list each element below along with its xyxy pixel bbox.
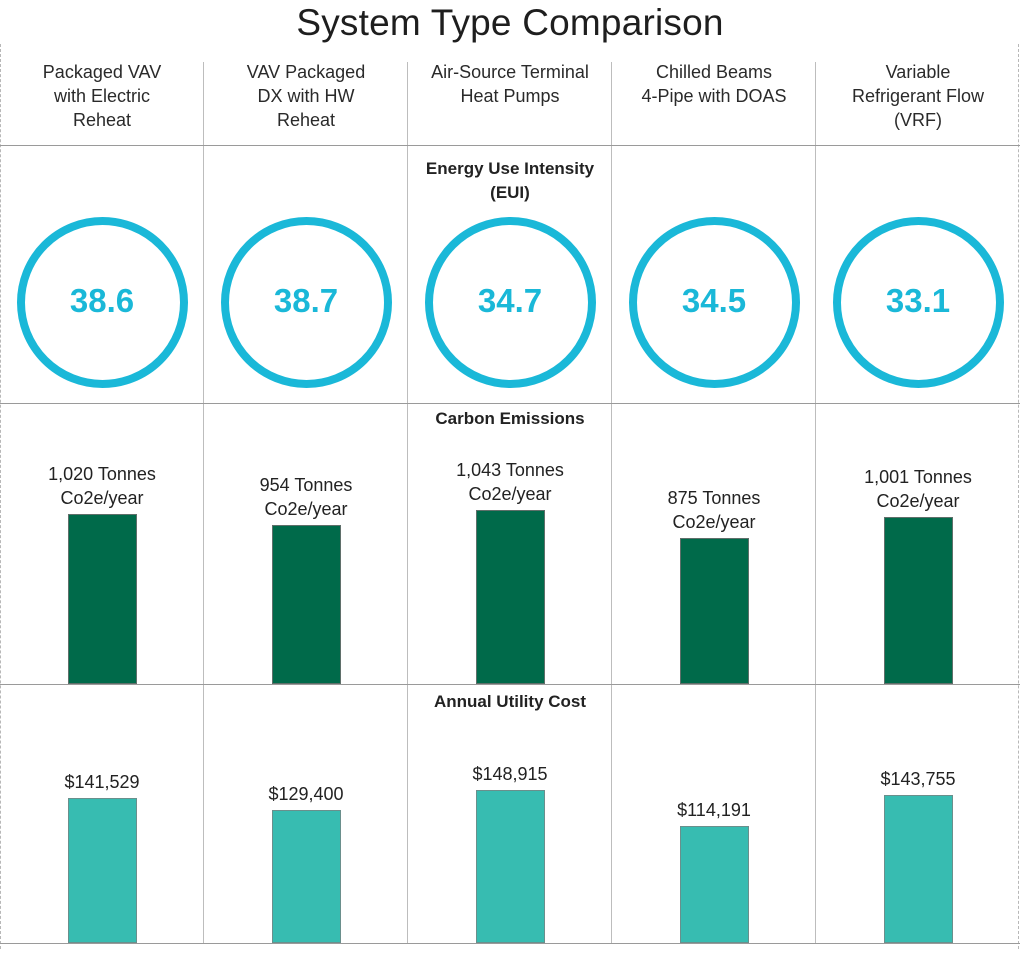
column-header-2: VAV Packaged DX with HW Reheat (204, 60, 408, 132)
cost-bar-1 (67, 797, 137, 943)
carbon-value-label-4: 875 Tonnes Co2e/year (612, 486, 816, 534)
cost-value-label-1: $141,529 (0, 770, 204, 794)
column-header-3-line-2: Heat Pumps (460, 86, 560, 106)
carbon-bar-3 (475, 510, 545, 684)
cost-bar-5 (883, 795, 953, 943)
cost-value-label-5: $143,755 (816, 767, 1020, 791)
carbon-value-label-5-line-2: Co2e/year (876, 491, 960, 511)
carbon-value-label-3-line-2: Co2e/year (468, 484, 552, 504)
eui-value-3: 34.7 (477, 282, 543, 319)
right-edge-dashed (1018, 44, 1019, 949)
cost-value-label-3-line-1: $148,915 (472, 764, 548, 784)
section-title-carbon: Carbon Emissions (435, 409, 585, 428)
eui-ring-3 (424, 216, 596, 388)
cost-value-label-4: $114,191 (612, 798, 816, 822)
carbon-value-label-1-line-2: Co2e/year (60, 487, 144, 508)
column-header-2-line-2: DX with HW (257, 86, 355, 106)
column-header-5-line-1: Variable (885, 62, 951, 82)
carbon-value-label-4-line-1: 875 Tonnes (667, 488, 761, 509)
eui-value-1: 38.6 (69, 282, 135, 319)
eui-value-2: 38.7 (273, 282, 339, 319)
section-title-eui: Energy Use Intensity (EUI) (408, 157, 612, 205)
column-divider-3 (611, 62, 612, 944)
column-header-1: Packaged VAV with Electric Reheat (0, 60, 204, 132)
carbon-value-label-1: 1,020 Tonnes Co2e/year (0, 462, 204, 510)
cost-bar-4 (679, 825, 749, 943)
column-header-4-line-1: Chilled Beams (655, 62, 773, 82)
carbon-value-label-4-line-2: Co2e/year (672, 512, 756, 533)
column-header-3: Air-Source Terminal Heat Pumps (408, 60, 612, 108)
row-divider-carbon (0, 684, 1020, 685)
cost-value-label-2-line-1: $129,400 (268, 784, 344, 805)
chart-title: System Type Comparison (296, 2, 724, 43)
carbon-value-label-2: 954 Tonnes Co2e/year (204, 473, 408, 521)
left-edge-dashed (0, 44, 1, 949)
column-header-2-line-3: Reheat (276, 110, 336, 130)
cost-bar-3 (475, 790, 545, 943)
carbon-value-label-1-line-1: 1,020 Tonnes (48, 463, 156, 484)
eui-ring-1 (16, 216, 188, 388)
eui-value-5: 33.1 (885, 282, 951, 319)
section-title-eui-line-2: (EUI) (490, 183, 530, 202)
cost-value-label-3: $148,915 (408, 762, 612, 786)
column-header-2-line-1: VAV Packaged (246, 62, 366, 82)
column-header-3-line-1: Air-Source Terminal (431, 62, 589, 82)
eui-value-4: 34.5 (681, 282, 747, 319)
column-header-4-line-2: 4-Pipe with DOAS (641, 86, 787, 106)
carbon-bar-2 (271, 524, 341, 684)
carbon-value-label-5: 1,001 Tonnes Co2e/year (816, 465, 1020, 513)
carbon-bar-5 (883, 517, 953, 684)
column-divider-1 (203, 62, 204, 944)
column-header-5-line-2: Refrigerant Flow (851, 86, 985, 106)
column-divider-2 (407, 62, 408, 944)
row-divider-eui (0, 403, 1020, 404)
carbon-value-label-3-line-1: 1,043 Tonnes (456, 460, 564, 480)
row-divider-bottom (0, 943, 1020, 944)
column-divider-4 (815, 62, 816, 944)
row-divider-header (0, 145, 1020, 146)
eui-ring-2 (220, 216, 392, 388)
cost-value-label-2: $129,400 (204, 782, 408, 806)
column-header-4: Chilled Beams 4-Pipe with DOAS (612, 60, 816, 108)
column-header-1-line-2: with Electric (53, 86, 151, 106)
column-header-1-line-3: Reheat (72, 110, 132, 130)
column-header-1-line-1: Packaged VAV (42, 62, 162, 82)
cost-bar-2 (271, 810, 341, 943)
column-header-5-line-3: (VRF) (894, 110, 942, 130)
carbon-bar-1 (67, 513, 137, 684)
cost-value-label-4-line-1: $114,191 (677, 799, 751, 820)
column-header-5: Variable Refrigerant Flow (VRF) (816, 60, 1020, 132)
eui-ring-4 (628, 216, 800, 388)
eui-ring-5 (832, 216, 1004, 388)
carbon-bar-4 (679, 538, 749, 684)
cost-value-label-5-line-1: $143,755 (880, 769, 956, 790)
section-title-cost: Annual Utility Cost (433, 692, 587, 711)
cost-value-label-1-line-1: $141,529 (64, 771, 140, 792)
carbon-value-label-2-line-2: Co2e/year (264, 498, 348, 519)
carbon-value-label-2-line-1: 954 Tonnes (259, 474, 353, 495)
carbon-value-label-5-line-1: 1,001 Tonnes (864, 467, 972, 487)
section-title-eui-line-1: Energy Use Intensity (425, 159, 595, 178)
carbon-value-label-3: 1,043 Tonnes Co2e/year (408, 458, 612, 506)
